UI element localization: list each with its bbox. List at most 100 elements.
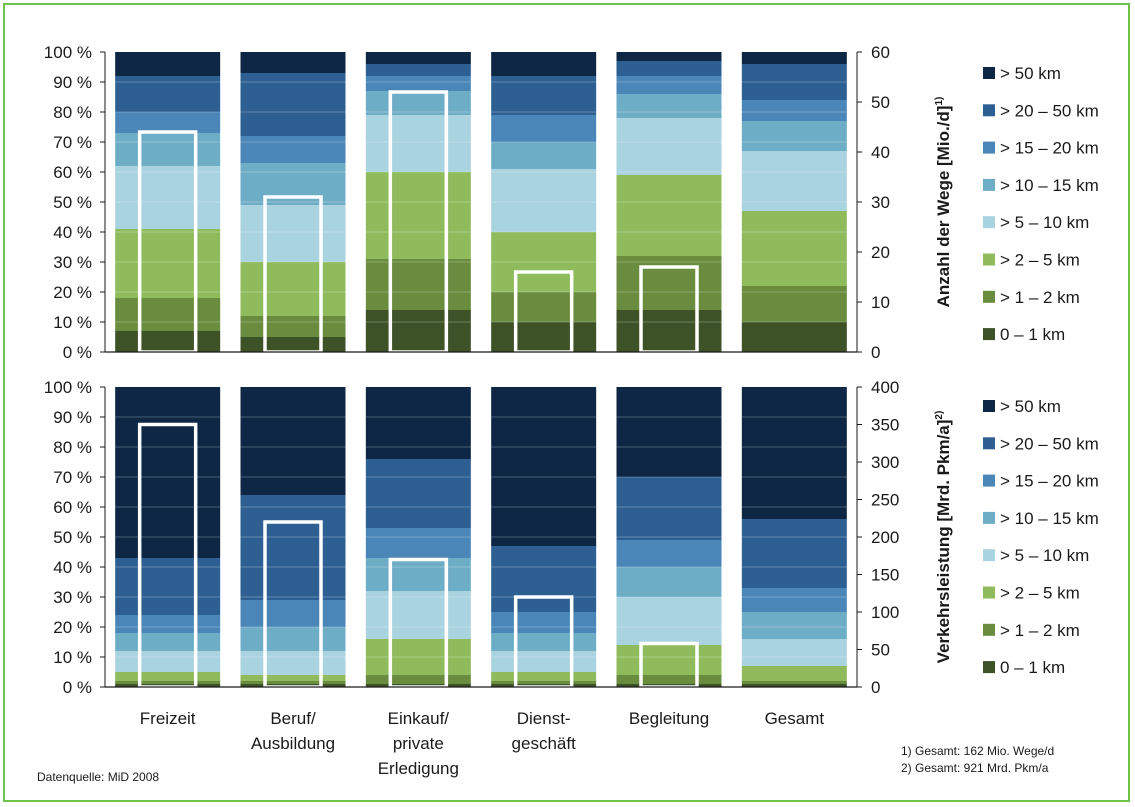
- bar-segment: [741, 322, 847, 352]
- legend-swatch: [983, 549, 995, 562]
- bar-segment: [616, 52, 722, 61]
- bar-segment: [365, 639, 471, 675]
- legend-label: 0 – 1 km: [1000, 325, 1065, 344]
- legend-label: > 20 – 50 km: [1000, 434, 1099, 453]
- bar-segment: [115, 681, 221, 684]
- left-tick-label: 80 %: [53, 438, 92, 457]
- category-label: geschäft: [512, 734, 577, 753]
- legend-label: > 5 – 10 km: [1000, 213, 1089, 232]
- bar-segment: [115, 229, 221, 298]
- bar-segment: [491, 633, 597, 651]
- legend-swatch: [983, 178, 995, 191]
- bar-segment: [491, 672, 597, 681]
- legend-label: > 15 – 20 km: [1000, 472, 1099, 491]
- bar-segment: [240, 495, 346, 600]
- left-tick-label: 100 %: [44, 378, 92, 397]
- bar-segment: [741, 681, 847, 684]
- legend-label: > 50 km: [1000, 64, 1061, 83]
- left-tick-label: 30 %: [53, 588, 92, 607]
- bar-segment: [616, 645, 722, 675]
- bar-segment: [115, 633, 221, 651]
- bar-segment: [616, 310, 722, 352]
- bar-segment: [491, 52, 597, 76]
- category-label: Begleitung: [629, 709, 709, 728]
- category-label: Erledigung: [378, 759, 459, 778]
- legend-label: > 10 – 15 km: [1000, 509, 1099, 528]
- legend-swatch: [983, 216, 995, 229]
- legend-label: > 1 – 2 km: [1000, 288, 1080, 307]
- legend-swatch: [983, 253, 995, 266]
- legend-label: 0 – 1 km: [1000, 658, 1065, 677]
- legend-swatch: [983, 623, 995, 636]
- bar-segment: [240, 262, 346, 316]
- right-tick-label: 350: [871, 416, 899, 435]
- bar-segment: [491, 387, 597, 546]
- right-tick-label: 60: [871, 43, 890, 62]
- right-tick-label: 50: [871, 93, 890, 112]
- bar-segment: [240, 52, 346, 73]
- left-tick-label: 50 %: [53, 528, 92, 547]
- bar-segment: [741, 639, 847, 666]
- bar-segment: [741, 666, 847, 681]
- left-tick-label: 10 %: [53, 648, 92, 667]
- bar-segment: [365, 591, 471, 639]
- left-tick-label: 60 %: [53, 163, 92, 182]
- bar-segment: [616, 256, 722, 310]
- right-tick-label: 20: [871, 243, 890, 262]
- bar-segment: [616, 597, 722, 645]
- legend-swatch: [983, 437, 995, 450]
- source-note: Datenquelle: MiD 2008: [37, 770, 159, 784]
- bar-segment: [365, 52, 471, 64]
- plot-area: [105, 52, 857, 352]
- category-label: Freizeit: [140, 709, 196, 728]
- bar-segment: [115, 615, 221, 633]
- right-tick-label: 0: [871, 678, 880, 697]
- right-tick-label: 150: [871, 566, 899, 585]
- bar-segment: [616, 567, 722, 597]
- bar-segment: [115, 672, 221, 681]
- bar-segment: [491, 169, 597, 232]
- legend-swatch: [983, 400, 995, 412]
- bar-segment: [365, 76, 471, 91]
- right-tick-label: 300: [871, 453, 899, 472]
- bar-segment: [741, 387, 847, 519]
- bar-segment: [491, 681, 597, 684]
- bar-segment: [240, 681, 346, 684]
- left-tick-label: 90 %: [53, 73, 92, 92]
- legend-label: > 10 – 15 km: [1000, 176, 1099, 195]
- bar-segment: [115, 112, 221, 133]
- legend-swatch: [983, 511, 995, 524]
- legend-swatch: [983, 586, 995, 599]
- bar-segment: [115, 558, 221, 615]
- bar-segment: [616, 540, 722, 567]
- bar-segment: [115, 387, 221, 558]
- left-tick-label: 10 %: [53, 313, 92, 332]
- bar-segment: [741, 684, 847, 687]
- bar-segment: [240, 337, 346, 352]
- footnote: 1) Gesamt: 162 Mio. Wege/d: [901, 744, 1054, 758]
- left-tick-label: 70 %: [53, 468, 92, 487]
- left-tick-label: 20 %: [53, 618, 92, 637]
- legend-label: > 5 – 10 km: [1000, 546, 1089, 565]
- bar-segment: [491, 232, 597, 292]
- bar-segment: [491, 292, 597, 322]
- bar-segment: [240, 675, 346, 681]
- category-label: Dienst-: [517, 709, 571, 728]
- right-tick-label: 250: [871, 491, 899, 510]
- right-tick-label: 10: [871, 293, 890, 312]
- legend-label: > 50 km: [1000, 397, 1061, 416]
- bar-segment: [365, 172, 471, 259]
- legend-swatch: [983, 328, 995, 341]
- legend-label: > 1 – 2 km: [1000, 621, 1080, 640]
- bar-segment: [365, 675, 471, 684]
- right-axis-title: Anzahl der Wege [Mio./d]1): [934, 97, 953, 308]
- bar-segment: [491, 651, 597, 672]
- left-tick-label: 40 %: [53, 558, 92, 577]
- right-tick-label: 40: [871, 143, 890, 162]
- footnote: 2) Gesamt: 921 Mrd. Pkm/a: [901, 761, 1049, 775]
- bar-segment: [616, 387, 722, 477]
- right-axis-title: Verkehrsleistung [Mrd. Pkm/a]2): [934, 411, 953, 664]
- bar-segment: [240, 651, 346, 675]
- category-label: Einkauf/: [388, 709, 450, 728]
- bar-segment: [491, 76, 597, 115]
